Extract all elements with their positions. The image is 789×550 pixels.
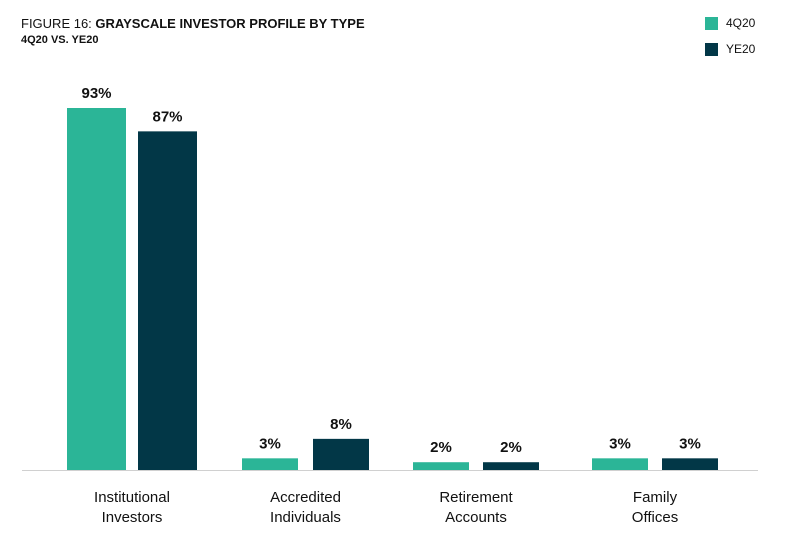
bar-ye20-institutional [138,131,197,470]
value-label-4q20-retirement: 2% [430,439,452,456]
legend-swatch-4q20 [705,16,718,30]
category-label-accredited-line1: Accredited [270,489,341,506]
legend-label-ye20: YE20 [726,42,756,56]
chart-subtitle: 4Q20 VS. YE20 [21,34,99,46]
bar-4q20-family [592,458,648,470]
chart-title: FIGURE 16: GRAYSCALE INVESTOR PROFILE BY… [21,16,365,32]
legend-swatch-ye20 [705,42,718,56]
category-label-retirement-line1: Retirement [439,489,513,506]
value-label-ye20-accredited: 8% [330,416,352,433]
chart-legend: 4Q20 YE20 [705,16,755,68]
value-label-ye20-family: 3% [679,435,701,452]
bar-4q20-retirement [413,462,469,470]
category-label-retirement-line2: Accounts [445,509,507,526]
value-label-4q20-family: 3% [609,435,631,452]
category-label-accredited-line2: Individuals [270,509,341,526]
bar-4q20-institutional [67,108,126,470]
chart-title-prefix: FIGURE 16: [21,16,96,31]
legend-label-4q20: 4Q20 [726,16,756,30]
value-label-ye20-institutional: 87% [152,108,182,125]
bar-ye20-retirement [483,462,539,470]
category-label-institutional-line2: Investors [102,509,163,526]
value-label-ye20-retirement: 2% [500,439,522,456]
chart-title-main: GRAYSCALE INVESTOR PROFILE BY TYPE [95,16,365,31]
category-label-family-line1: Family [633,489,678,506]
bar-ye20-family [662,458,718,470]
bar-ye20-accredited [313,438,369,470]
value-label-4q20-accredited: 3% [259,435,281,452]
category-label-family-line2: Offices [632,509,678,526]
legend-item-4q20: 4Q20 [705,16,755,30]
bar-4q20-accredited [242,458,298,470]
category-label-institutional-line1: Institutional [94,489,170,506]
legend-item-ye20: YE20 [705,42,755,56]
value-label-4q20-institutional: 93% [81,85,111,102]
